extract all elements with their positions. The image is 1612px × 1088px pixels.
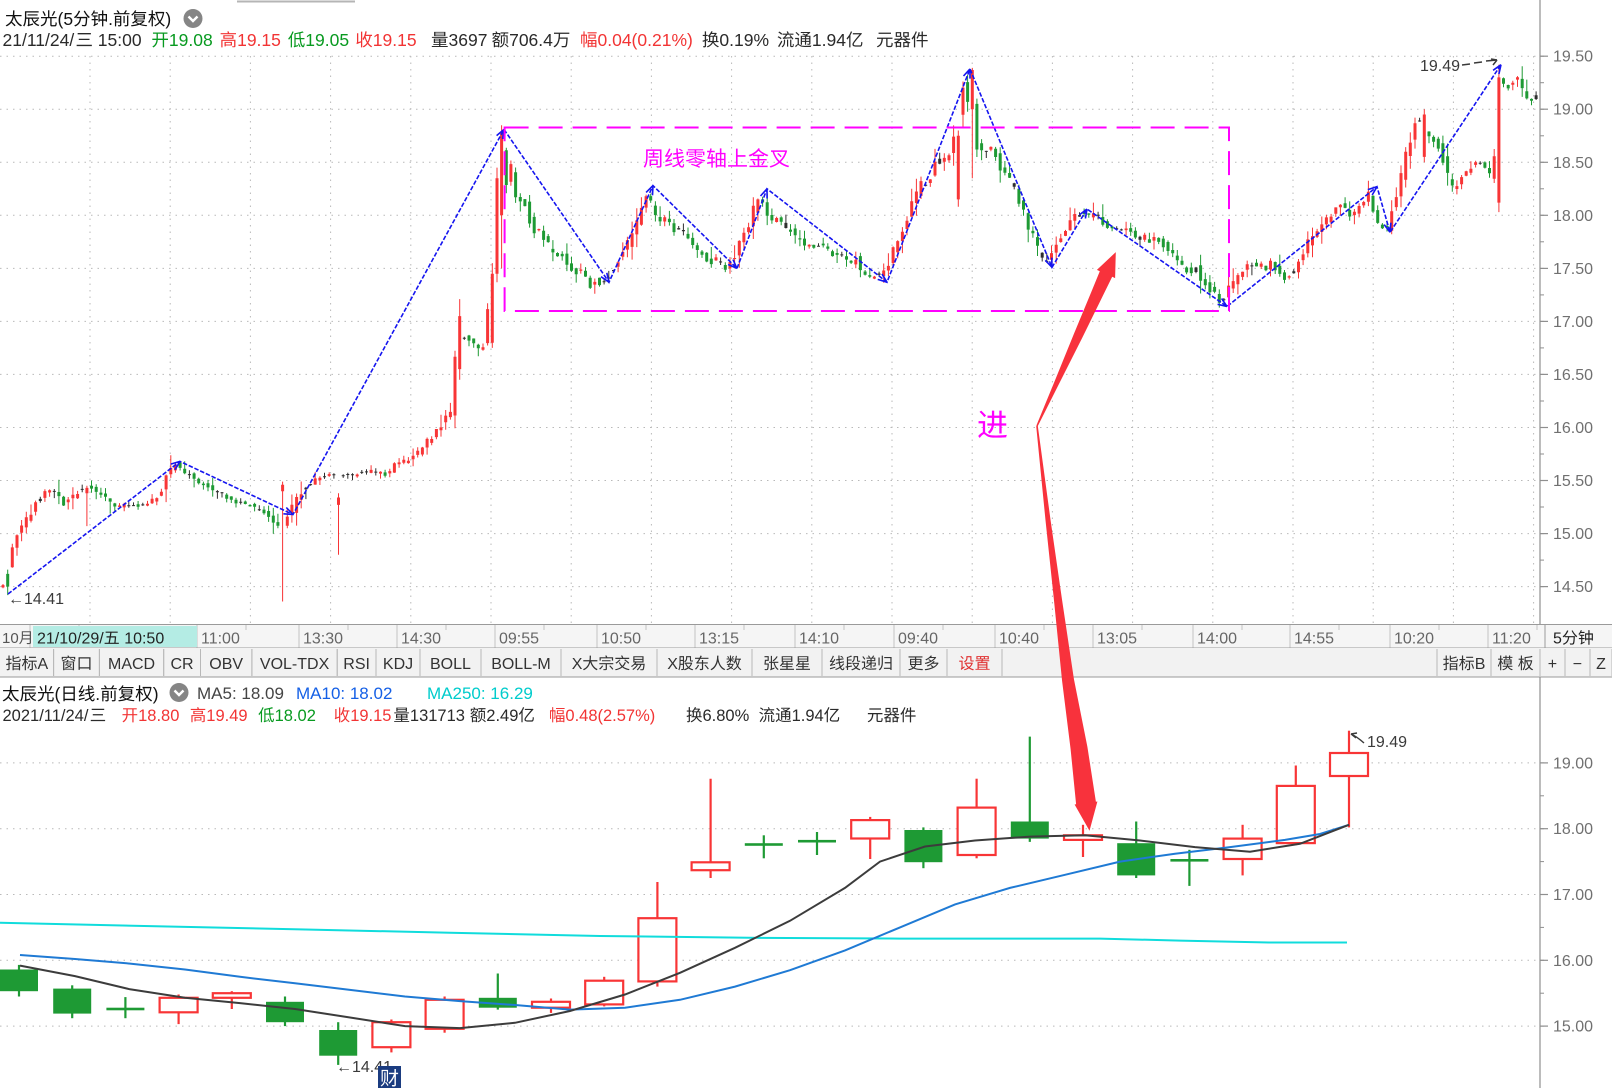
svg-text:X: X <box>667 656 678 673</box>
svg-text:10: 10 <box>2 630 19 647</box>
svg-text:09:40: 09:40 <box>898 631 938 648</box>
svg-text:19.49: 19.49 <box>1420 58 1460 75</box>
svg-text:MA250: 16.29: MA250: 16.29 <box>427 684 533 703</box>
svg-text:18.80: 18.80 <box>138 707 179 725</box>
svg-text:←14.41: ←14.41 <box>8 591 64 608</box>
svg-text:10:20: 10:20 <box>1394 631 1434 648</box>
svg-text:+: + <box>1548 656 1557 673</box>
svg-text:19.08: 19.08 <box>169 30 213 50</box>
svg-text:B: B <box>1475 656 1486 673</box>
svg-text:18.00: 18.00 <box>1553 208 1593 225</box>
svg-text:19.00: 19.00 <box>1553 755 1593 772</box>
svg-text:16.50: 16.50 <box>1553 367 1593 384</box>
svg-text:16.00: 16.00 <box>1553 953 1593 970</box>
svg-text:14:00: 14:00 <box>1197 631 1237 648</box>
svg-text:19.00: 19.00 <box>1553 102 1593 119</box>
svg-text:10:50: 10:50 <box>124 631 164 648</box>
svg-text:13:15: 13:15 <box>699 631 739 648</box>
svg-text:19.15: 19.15 <box>350 707 391 725</box>
svg-text:19.15: 19.15 <box>373 30 417 50</box>
svg-text:1.94: 1.94 <box>792 707 824 725</box>
svg-text:10:40: 10:40 <box>999 631 1039 648</box>
svg-text:131713: 131713 <box>410 707 465 725</box>
svg-text:09:55: 09:55 <box>499 631 539 648</box>
svg-text:5: 5 <box>1553 631 1562 648</box>
svg-text:VOL-TDX: VOL-TDX <box>260 656 330 673</box>
svg-text:19.15: 19.15 <box>237 30 281 50</box>
svg-text:2.49: 2.49 <box>486 707 518 725</box>
svg-text:19.05: 19.05 <box>305 30 349 50</box>
svg-text:11:00: 11:00 <box>201 631 240 648</box>
svg-text:18.50: 18.50 <box>1553 155 1593 172</box>
svg-text:21/11/24/: 21/11/24/ <box>3 30 75 50</box>
svg-text:17.00: 17.00 <box>1553 887 1593 904</box>
svg-text:.: . <box>95 684 100 704</box>
svg-text:(5: (5 <box>58 9 74 29</box>
svg-text:11:20: 11:20 <box>1492 631 1531 648</box>
svg-text:BOLL-M: BOLL-M <box>491 656 551 673</box>
svg-text:16.00: 16.00 <box>1553 420 1593 437</box>
svg-text:MA10: 18.02: MA10: 18.02 <box>296 684 392 703</box>
svg-text:Z: Z <box>1596 656 1606 673</box>
svg-text:706.4: 706.4 <box>509 30 553 50</box>
svg-text:15.00: 15.00 <box>1553 1019 1593 1036</box>
svg-text:0.04(0.21%): 0.04(0.21%) <box>598 30 693 50</box>
svg-text:17.00: 17.00 <box>1553 314 1593 331</box>
svg-text:MA5: 18.09: MA5: 18.09 <box>197 684 284 703</box>
svg-text:19.49: 19.49 <box>1367 734 1407 751</box>
svg-text:15.50: 15.50 <box>1553 473 1593 490</box>
svg-text:13:05: 13:05 <box>1097 631 1137 648</box>
svg-text:CR: CR <box>171 656 194 673</box>
svg-text:−: − <box>1573 656 1582 673</box>
svg-text:14.50: 14.50 <box>1553 579 1593 596</box>
svg-text:18.02: 18.02 <box>275 707 316 725</box>
svg-text:14:55: 14:55 <box>1294 631 1334 648</box>
svg-text:14:10: 14:10 <box>799 631 839 648</box>
svg-text:21/10/29/: 21/10/29/ <box>37 631 104 648</box>
svg-text:15.00: 15.00 <box>1553 526 1593 543</box>
svg-text:14:30: 14:30 <box>401 631 441 648</box>
svg-text:OBV: OBV <box>209 656 243 673</box>
svg-text:): ) <box>153 684 159 704</box>
svg-text:X: X <box>572 656 583 673</box>
svg-text:MACD: MACD <box>108 656 155 673</box>
svg-text:BOLL: BOLL <box>430 656 471 673</box>
svg-text:0.19%: 0.19% <box>719 30 769 50</box>
svg-text:10:50: 10:50 <box>601 631 641 648</box>
svg-text:(: ( <box>55 684 61 704</box>
svg-text:.: . <box>108 9 113 29</box>
svg-text:19.49: 19.49 <box>206 707 247 725</box>
svg-text:A: A <box>38 656 49 673</box>
svg-text:17.50: 17.50 <box>1553 261 1593 278</box>
svg-text:0.48(2.57%): 0.48(2.57%) <box>565 707 655 725</box>
svg-text:3697: 3697 <box>449 30 488 50</box>
svg-text:6.80%: 6.80% <box>703 707 750 725</box>
svg-text:19.50: 19.50 <box>1553 49 1593 66</box>
svg-text:15:00: 15:00 <box>98 30 142 50</box>
svg-text:RSI: RSI <box>343 656 370 673</box>
svg-text:KDJ: KDJ <box>383 656 413 673</box>
svg-text:): ) <box>165 9 171 29</box>
svg-text:2021/11/24/: 2021/11/24/ <box>3 707 89 725</box>
svg-text:18.00: 18.00 <box>1553 821 1593 838</box>
svg-text:13:30: 13:30 <box>303 631 343 648</box>
svg-text:1.94: 1.94 <box>812 30 846 50</box>
